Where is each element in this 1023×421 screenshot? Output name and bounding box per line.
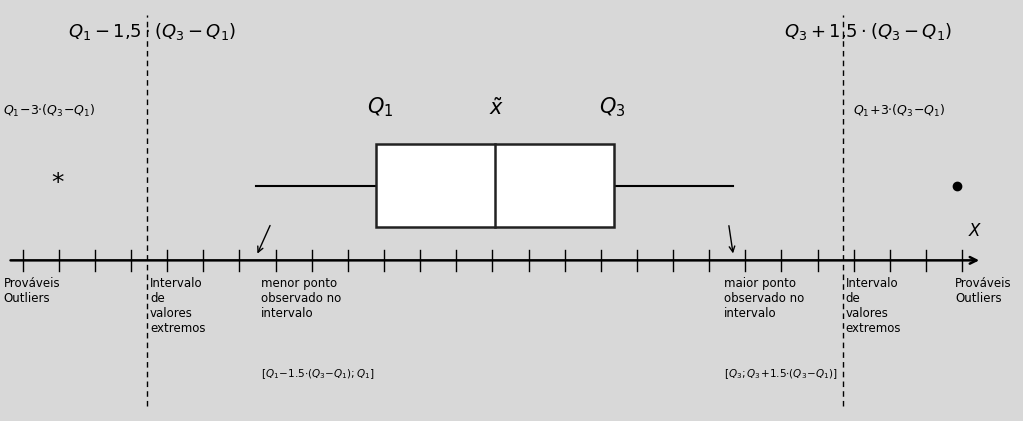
- Text: $Q_1 - 1{,}5 \cdot (Q_3 - Q_1)$: $Q_1 - 1{,}5 \cdot (Q_3 - Q_1)$: [68, 21, 236, 43]
- Text: $Q_3$: $Q_3$: [598, 96, 625, 119]
- Text: $X$: $X$: [968, 223, 982, 240]
- Text: Prováveis
Outliers: Prováveis Outliers: [4, 277, 60, 305]
- Text: Prováveis
Outliers: Prováveis Outliers: [955, 277, 1012, 305]
- Text: $*$: $*$: [50, 170, 64, 193]
- Text: $\tilde{x}$: $\tilde{x}$: [489, 97, 504, 119]
- Text: $Q_1\!-\!3{\cdot}(Q_3\!-\!Q_1)$: $Q_1\!-\!3{\cdot}(Q_3\!-\!Q_1)$: [3, 103, 95, 119]
- Text: Intervalo
de
valores
extremos: Intervalo de valores extremos: [150, 277, 206, 335]
- Bar: [375, 144, 614, 227]
- Text: $[Q_3;Q_3\!+\!1.5{\cdot}(Q_3\!-\!Q_1)]$: $[Q_3;Q_3\!+\!1.5{\cdot}(Q_3\!-\!Q_1)]$: [723, 367, 837, 381]
- Text: maior ponto
observado no
intervalo: maior ponto observado no intervalo: [723, 277, 804, 320]
- Text: $Q_1\!+\!3{\cdot}(Q_3\!-\!Q_1)$: $Q_1\!+\!3{\cdot}(Q_3\!-\!Q_1)$: [853, 103, 945, 119]
- Text: $Q_1$: $Q_1$: [367, 96, 394, 119]
- Text: menor ponto
observado no
intervalo: menor ponto observado no intervalo: [261, 277, 342, 320]
- Text: Intervalo
de
valores
extremos: Intervalo de valores extremos: [846, 277, 901, 335]
- Text: $[Q_1\!-\!1.5{\cdot}(Q_3\!-\!Q_1);Q_1]$: $[Q_1\!-\!1.5{\cdot}(Q_3\!-\!Q_1);Q_1]$: [261, 367, 375, 381]
- Text: $Q_3 + 1{,}5 \cdot (Q_3 - Q_1)$: $Q_3 + 1{,}5 \cdot (Q_3 - Q_1)$: [784, 21, 951, 43]
